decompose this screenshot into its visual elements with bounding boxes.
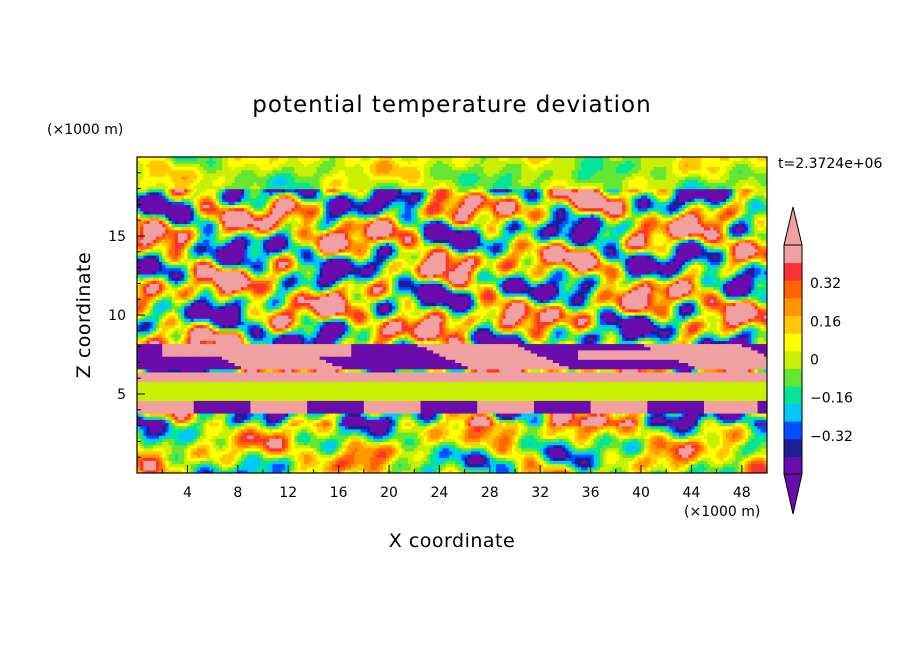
colorbar-extend-high (784, 207, 802, 245)
colorbar-segment (784, 263, 802, 281)
colorbar-segment (784, 280, 802, 298)
x-tick-label: 28 (481, 485, 499, 501)
colorbar-tick-label: −0.32 (810, 429, 853, 445)
chart-title: potential temperature deviation (252, 92, 651, 118)
x-unit-label: (×1000 m) (684, 504, 760, 520)
colorbar-segment (784, 421, 802, 439)
y-tick-label: 10 (108, 308, 126, 324)
colorbar-extend-low (784, 474, 802, 514)
y-unit-label: (×1000 m) (47, 122, 123, 138)
x-tick-label: 4 (183, 485, 192, 501)
y-tick-label: 5 (117, 387, 126, 403)
time-label: t=2.3724e+06 (778, 156, 882, 172)
colorbar-segment (784, 439, 802, 457)
x-tick-label: 44 (682, 485, 700, 501)
colorbar-segment (784, 351, 802, 369)
x-axis-label: X coordinate (389, 530, 515, 552)
colorbar-tick-label: −0.16 (810, 391, 853, 407)
colorbar-segment (784, 386, 802, 404)
colorbar-tick-label: 0.16 (810, 314, 841, 330)
colorbar-segment (784, 298, 802, 316)
colorbar-tick-label: 0 (810, 353, 819, 369)
colorbar-segment (784, 404, 802, 422)
x-tick-label: 12 (279, 485, 297, 501)
x-tick-label: 48 (733, 485, 751, 501)
x-tick-label: 24 (430, 485, 448, 501)
x-tick-label: 20 (380, 485, 398, 501)
x-tick-label: 16 (330, 485, 348, 501)
y-tick-label: 15 (108, 229, 126, 245)
x-tick-label: 8 (233, 485, 242, 501)
x-tick-label: 40 (632, 485, 650, 501)
colorbar-segment (784, 456, 802, 474)
colorbar-tick-label: 0.32 (810, 276, 841, 292)
colorbar-segment (784, 245, 802, 263)
colorbar-segment (784, 368, 802, 386)
x-tick-label: 36 (582, 485, 600, 501)
colorbar-segment (784, 333, 802, 351)
plot-area (137, 154, 768, 474)
colorbar-segment (784, 315, 802, 333)
colorbar: 0.32 0.16 0 −0.16 −0.32 (784, 207, 853, 514)
y-axis-label: Z coordinate (73, 252, 95, 378)
x-tick-label: 32 (531, 485, 549, 501)
temperature-field (137, 154, 768, 474)
